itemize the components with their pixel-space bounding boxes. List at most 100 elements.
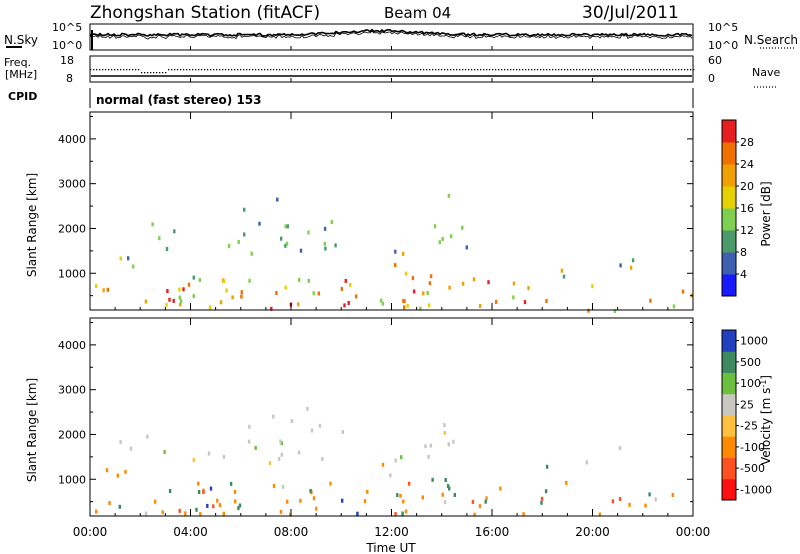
y-tick-label: 4000 bbox=[58, 339, 86, 352]
freq-dot bbox=[474, 69, 476, 71]
freq-dot bbox=[156, 72, 158, 74]
heatmap-cell bbox=[540, 496, 544, 501]
heatmap-cell bbox=[299, 248, 303, 253]
freq-dot bbox=[582, 69, 584, 71]
heatmap-cell bbox=[426, 291, 429, 295]
heatmap-cell bbox=[461, 281, 465, 286]
heatmap-cell bbox=[212, 504, 215, 509]
y-tick-label: 1000 bbox=[58, 267, 86, 280]
freq-dot bbox=[564, 69, 566, 71]
power-colorbar: 4 8 12 16 20 24 28 bbox=[721, 119, 754, 297]
freq-dot bbox=[633, 69, 635, 71]
freq-dot bbox=[621, 69, 623, 71]
heatmap-cell bbox=[611, 499, 615, 504]
freq-dot bbox=[408, 69, 410, 71]
velocity-ylabel: Slant Range [km] bbox=[25, 378, 39, 482]
heatmap-cell bbox=[429, 274, 433, 279]
freq-dot bbox=[513, 69, 515, 71]
heatmap-cell bbox=[231, 295, 234, 300]
heatmap-cell bbox=[229, 481, 233, 486]
heatmap-cell bbox=[424, 444, 427, 449]
freq-dot bbox=[669, 69, 671, 71]
x-tick-label: 16:00 bbox=[475, 525, 510, 539]
heatmap-cell bbox=[202, 490, 205, 495]
freq-dot bbox=[591, 69, 593, 71]
heatmap-cell bbox=[165, 302, 168, 307]
freq-dot bbox=[600, 69, 602, 71]
colorbar-segment bbox=[722, 274, 736, 297]
heatmap-cell bbox=[522, 512, 525, 517]
freq-dot bbox=[336, 69, 338, 71]
freq-dot bbox=[465, 69, 467, 71]
heatmap-cell bbox=[95, 284, 98, 288]
freq-dot bbox=[435, 69, 437, 71]
freq-dot bbox=[162, 72, 164, 74]
freq-dot bbox=[684, 69, 686, 71]
freq-tick-high: 18 bbox=[60, 54, 74, 67]
freq-dot bbox=[543, 69, 545, 71]
velocity-heatmap bbox=[95, 406, 674, 517]
heatmap-cell bbox=[450, 234, 453, 239]
freq-dot bbox=[546, 69, 548, 71]
freq-dot bbox=[351, 69, 353, 71]
freq-dot bbox=[348, 69, 350, 71]
heatmap-cell bbox=[412, 289, 416, 294]
heatmap-cell bbox=[248, 278, 251, 283]
freq-dot bbox=[672, 69, 674, 71]
heatmap-cell bbox=[321, 457, 324, 462]
freq-dot bbox=[315, 69, 317, 71]
freq-dot bbox=[300, 69, 302, 71]
freq-tick-low: 8 bbox=[66, 72, 73, 85]
freq-dot bbox=[237, 69, 239, 71]
freq-dot bbox=[330, 69, 332, 71]
heatmap-cell bbox=[119, 256, 122, 261]
freq-dot bbox=[252, 69, 254, 71]
heatmap-cell bbox=[277, 456, 281, 461]
freq-dot bbox=[636, 69, 638, 71]
y-tick-label: 1000 bbox=[58, 473, 86, 486]
freq-dot bbox=[372, 69, 374, 71]
heatmap-cell bbox=[562, 274, 566, 279]
heatmap-cell bbox=[421, 495, 424, 500]
freq-dot bbox=[171, 69, 173, 71]
freq-dot bbox=[201, 69, 203, 71]
freq-dot bbox=[381, 69, 383, 71]
velocity-panel-frame bbox=[89, 317, 694, 517]
x-tick-label: 00:00 bbox=[676, 525, 711, 539]
heatmap-cell bbox=[268, 461, 272, 466]
heatmap-cell bbox=[403, 305, 406, 310]
heatmap-cell bbox=[144, 511, 148, 516]
heatmap-cell bbox=[400, 455, 403, 460]
freq-dot bbox=[210, 69, 212, 71]
heatmap-cell bbox=[613, 309, 617, 314]
freq-dot bbox=[561, 69, 563, 71]
heatmap-cell bbox=[182, 287, 185, 292]
freq-dot bbox=[387, 69, 389, 71]
freq-dot bbox=[354, 69, 356, 71]
freq-dot bbox=[258, 69, 260, 71]
freq-dot bbox=[324, 69, 326, 71]
freq-dot bbox=[246, 69, 248, 71]
freq-dot bbox=[294, 69, 296, 71]
nsearch-tick-high: 10^5 bbox=[708, 21, 738, 34]
heatmap-cell bbox=[341, 498, 344, 503]
freq-dot bbox=[687, 69, 689, 71]
freq-dot bbox=[111, 69, 113, 71]
date-title: 30/Jul/2011 bbox=[582, 3, 679, 23]
beam-title: Beam 04 bbox=[384, 4, 451, 22]
freq-dot bbox=[489, 69, 491, 71]
freq-dot bbox=[186, 69, 188, 71]
heatmap-cell bbox=[222, 454, 226, 459]
freq-dot bbox=[555, 69, 557, 71]
freq-dot bbox=[369, 69, 371, 71]
heatmap-cell bbox=[402, 499, 405, 504]
heatmap-cell bbox=[105, 468, 109, 473]
heatmap-cell bbox=[275, 291, 278, 295]
colorbar-segment bbox=[722, 142, 736, 165]
heatmap-cell bbox=[443, 423, 446, 427]
heatmap-cell bbox=[427, 454, 430, 459]
freq-dot bbox=[345, 69, 347, 71]
freq-dot bbox=[225, 69, 227, 71]
freq-dot bbox=[495, 69, 497, 71]
nave-label: Nave bbox=[752, 66, 780, 79]
